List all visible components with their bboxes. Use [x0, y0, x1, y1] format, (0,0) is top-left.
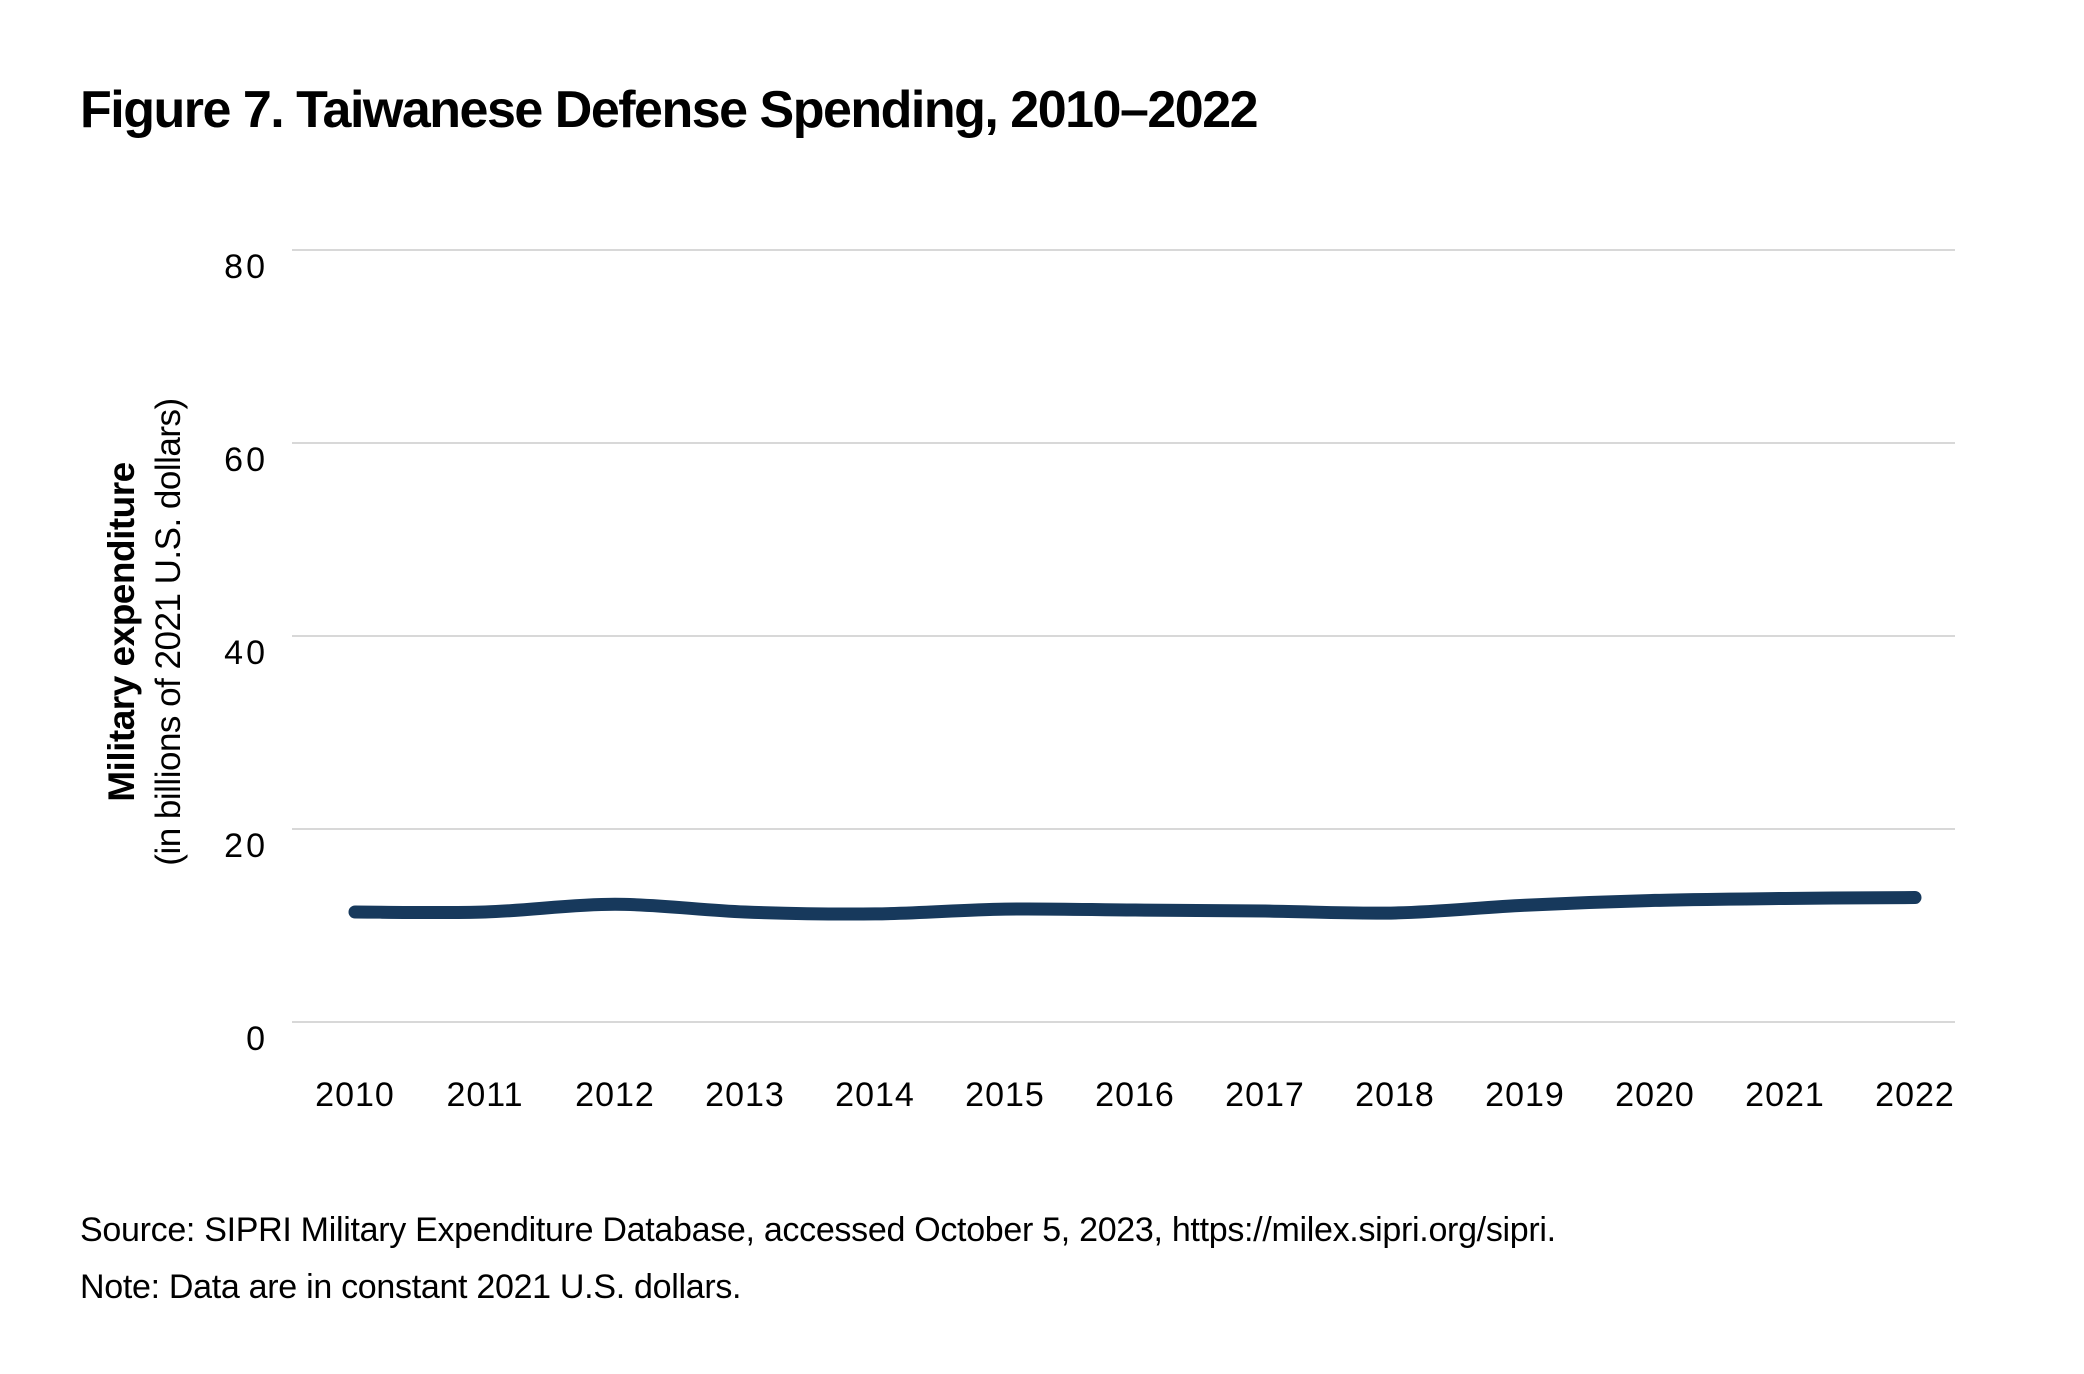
x-tick-label-2019: 2019 — [1485, 1076, 1565, 1114]
x-tick-label-2021: 2021 — [1745, 1076, 1825, 1114]
y-tick-label-0: 0 — [246, 1020, 268, 1058]
x-tick-label-2016: 2016 — [1095, 1076, 1175, 1114]
gridlines — [292, 249, 1955, 1023]
spending-line — [348, 891, 1922, 921]
y-tick-label-20: 20 — [224, 827, 268, 865]
caption-block: Source: SIPRI Military Expenditure Datab… — [80, 1202, 1556, 1316]
x-tick-label-2020: 2020 — [1615, 1076, 1695, 1114]
y-tick-label-80: 80 — [224, 248, 268, 286]
y-tick-label-60: 60 — [224, 441, 268, 479]
x-tick-label-2014: 2014 — [835, 1076, 915, 1114]
x-tick-label-2022: 2022 — [1875, 1076, 1955, 1114]
x-tick-label-2010: 2010 — [315, 1076, 395, 1114]
x-tick-label-2018: 2018 — [1355, 1076, 1435, 1114]
x-tick-label-2013: 2013 — [705, 1076, 785, 1114]
y-tick-label-40: 40 — [224, 634, 268, 672]
note-text: Note: Data are in constant 2021 U.S. dol… — [80, 1268, 742, 1306]
x-tick-label-2011: 2011 — [446, 1076, 524, 1114]
x-tick-label-2017: 2017 — [1225, 1076, 1305, 1114]
source-text: Source: SIPRI Military Expenditure Datab… — [80, 1211, 1556, 1249]
x-tick-label-2012: 2012 — [575, 1076, 655, 1114]
figure-title: Figure 7. Taiwanese Defense Spending, 20… — [80, 81, 1259, 139]
x-tick-label-2015: 2015 — [965, 1076, 1045, 1114]
